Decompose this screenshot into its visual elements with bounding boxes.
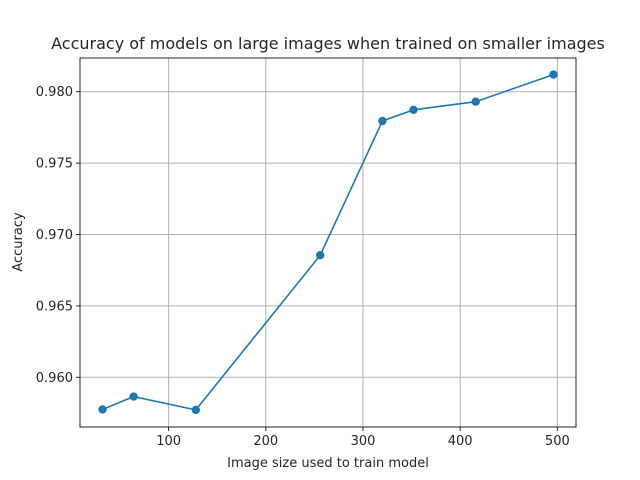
x-axis-label: Image size used to train model — [227, 456, 429, 471]
y-tick-label: 0.980 — [36, 85, 73, 100]
data-point — [316, 251, 325, 260]
series-line — [102, 73, 554, 411]
plot-area-frame — [79, 57, 577, 428]
data-point — [378, 116, 387, 126]
x-axis-ticks: 100 200 300 400 500 — [156, 427, 570, 449]
y-axis-ticks: 0.960 0.965 0.970 0.975 0.980 — [36, 85, 80, 386]
data-point — [409, 105, 418, 115]
grid-lines — [80, 58, 576, 427]
y-tick-label: 0.975 — [36, 157, 73, 172]
x-tick-label: 400 — [448, 434, 473, 449]
chart-title: Accuracy of models on large images when … — [51, 34, 605, 53]
data-point — [98, 405, 107, 414]
series-group — [98, 70, 558, 415]
data-point — [471, 97, 480, 106]
data-point — [129, 392, 138, 401]
data-point — [549, 70, 558, 79]
data-point — [191, 405, 201, 415]
x-tick-label: 500 — [545, 434, 570, 449]
y-tick-label: 0.970 — [36, 228, 73, 243]
x-tick-label: 100 — [156, 434, 181, 449]
y-tick-label: 0.965 — [36, 299, 73, 314]
x-tick-label: 200 — [253, 434, 278, 449]
x-tick-label: 300 — [351, 434, 376, 449]
y-tick-label: 0.960 — [36, 371, 73, 386]
y-axis-label: Accuracy — [11, 212, 26, 272]
